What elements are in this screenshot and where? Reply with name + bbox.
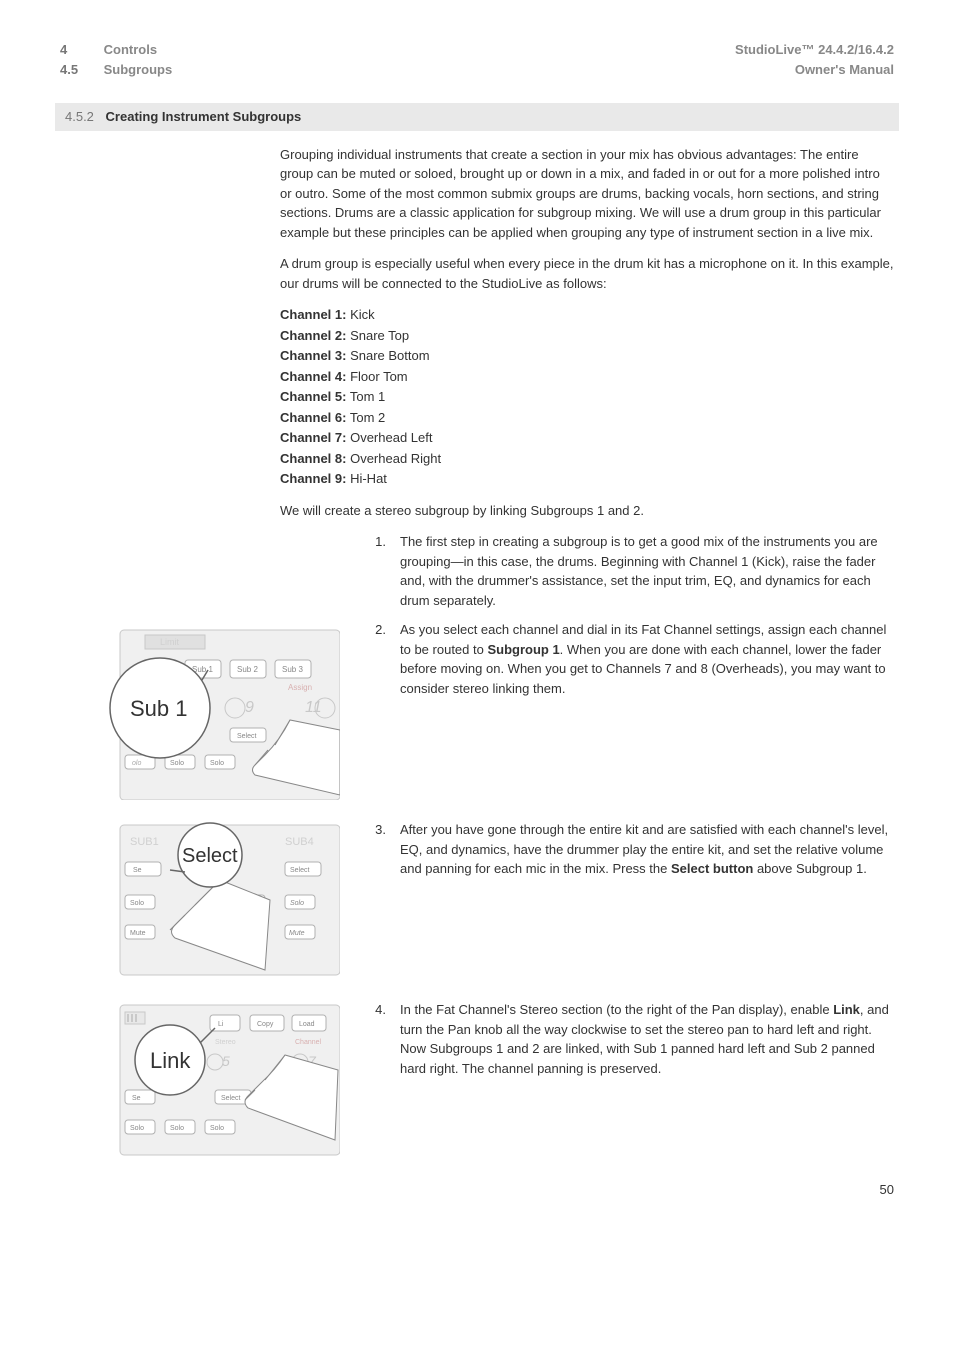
illustration-select: SUB1 SUB4 Se Select Solo Solo Solo Mute … — [90, 820, 340, 980]
channel-label: Channel 2: — [280, 328, 346, 343]
solo-btn: Solo — [170, 1125, 184, 1132]
assign-label: Assign — [288, 683, 312, 692]
step-1-row: 1. The first step in creating a subgroup… — [360, 532, 894, 610]
svg-text:Se: Se — [132, 1095, 141, 1102]
channel-label: Channel 8: — [280, 451, 346, 466]
sub4-label: SUB4 — [285, 836, 314, 848]
limit-label: Limit — [160, 637, 180, 647]
paragraph-2: A drum group is especially useful when e… — [280, 254, 894, 293]
illustration-link: Li Copy Load Stereo Channel 5 7 Se Selec… — [90, 1000, 340, 1160]
body-text: Grouping individual instruments that cre… — [280, 145, 894, 521]
channel-label: Channel 3: — [280, 348, 346, 363]
channel-value: Snare Top — [346, 328, 409, 343]
paragraph-3: We will create a stereo subgroup by link… — [280, 501, 894, 521]
solo-btn: Solo — [210, 1125, 224, 1132]
channel-label: Channel 1: — [280, 307, 346, 322]
select-small: Select — [290, 867, 310, 874]
num-9: 9 — [245, 699, 254, 716]
illustration-sub1: Limit Sub 1 Sub 2 Sub 3 Assign 9 11 Sele… — [90, 620, 340, 800]
channel-value: Tom 1 — [346, 389, 385, 404]
channel-value: Floor Tom — [346, 369, 407, 384]
channel-label: Channel — [295, 1039, 322, 1046]
mute-btn: Mute — [130, 930, 146, 937]
page-number: 50 — [60, 1180, 894, 1200]
step-1-num: 1. — [360, 532, 386, 552]
load-btn: Load — [299, 1021, 315, 1028]
select-callout: Select — [182, 845, 238, 867]
paragraph-1: Grouping individual instruments that cre… — [280, 145, 894, 243]
sub2-btn: Sub 2 — [237, 665, 258, 674]
chapter-number: 4 — [60, 40, 100, 60]
link-callout: Link — [150, 1048, 191, 1073]
solo-btn: Solo — [130, 1125, 144, 1132]
sub3-btn: Sub 3 — [282, 665, 303, 674]
channel-label: Channel 9: — [280, 471, 346, 486]
channel-value: Hi-Hat — [346, 471, 386, 486]
illus-step4-row: Li Copy Load Stereo Channel 5 7 Se Selec… — [60, 1000, 894, 1160]
step-3-text: After you have gone through the entire k… — [400, 820, 894, 879]
select-small: Select — [237, 733, 257, 740]
illus-step3-row: SUB1 SUB4 Se Select Solo Solo Solo Mute … — [60, 820, 894, 980]
section-heading-title: Creating Instrument Subgroups — [106, 109, 302, 124]
channel-value: Overhead Left — [346, 430, 432, 445]
section-heading: 4.5.2 Creating Instrument Subgroups — [55, 103, 899, 131]
section-title: Subgroups — [104, 62, 173, 77]
solo-btn: Solo — [130, 900, 144, 907]
sub1-label: SUB1 — [130, 836, 159, 848]
channel-value: Snare Bottom — [346, 348, 429, 363]
stereo-label: Stereo — [215, 1039, 236, 1046]
channel-label: Channel 6: — [280, 410, 346, 425]
copy-btn: Copy — [257, 1021, 274, 1028]
channel-value: Overhead Right — [346, 451, 441, 466]
mute-btn: Mute — [289, 930, 305, 937]
step-1-text: The first step in creating a subgroup is… — [400, 532, 894, 610]
solo-btn: Solo — [170, 760, 184, 767]
svg-text:olo: olo — [132, 760, 141, 767]
channel-list: Channel 1: Kick Channel 2: Snare Top Cha… — [280, 305, 894, 489]
header-left: 4 Controls 4.5 Subgroups — [60, 40, 172, 79]
step-2-text: As you select each channel and dial in i… — [400, 620, 894, 698]
solo-btn: Solo — [210, 760, 224, 767]
solo-btn: Solo — [290, 900, 304, 907]
svg-text:Se: Se — [133, 867, 142, 874]
section-heading-num: 4.5.2 — [65, 109, 94, 124]
step-3-num: 3. — [360, 820, 386, 840]
illus-step2-row: Limit Sub 1 Sub 2 Sub 3 Assign 9 11 Sele… — [60, 620, 894, 800]
select-small: Select — [221, 1095, 241, 1102]
channel-value: Tom 2 — [346, 410, 385, 425]
step-4-num: 4. — [360, 1000, 386, 1020]
svg-text:Li: Li — [218, 1021, 224, 1028]
page-header: 4 Controls 4.5 Subgroups StudioLive™ 24.… — [60, 40, 894, 79]
section-number: 4.5 — [60, 60, 100, 80]
num-11: 11 — [305, 699, 322, 716]
channel-value: Kick — [346, 307, 374, 322]
channel-label: Channel 7: — [280, 430, 346, 445]
step-2-num: 2. — [360, 620, 386, 640]
doc-title: Owner's Manual — [735, 60, 894, 80]
sub1-callout: Sub 1 — [130, 696, 188, 721]
channel-label: Channel 5: — [280, 389, 346, 404]
header-right: StudioLive™ 24.4.2/16.4.2 Owner's Manual — [735, 40, 894, 79]
product-name: StudioLive™ 24.4.2/16.4.2 — [735, 40, 894, 60]
step-4-text: In the Fat Channel's Stereo section (to … — [400, 1000, 894, 1078]
channel-label: Channel 4: — [280, 369, 346, 384]
chapter-title: Controls — [104, 42, 157, 57]
